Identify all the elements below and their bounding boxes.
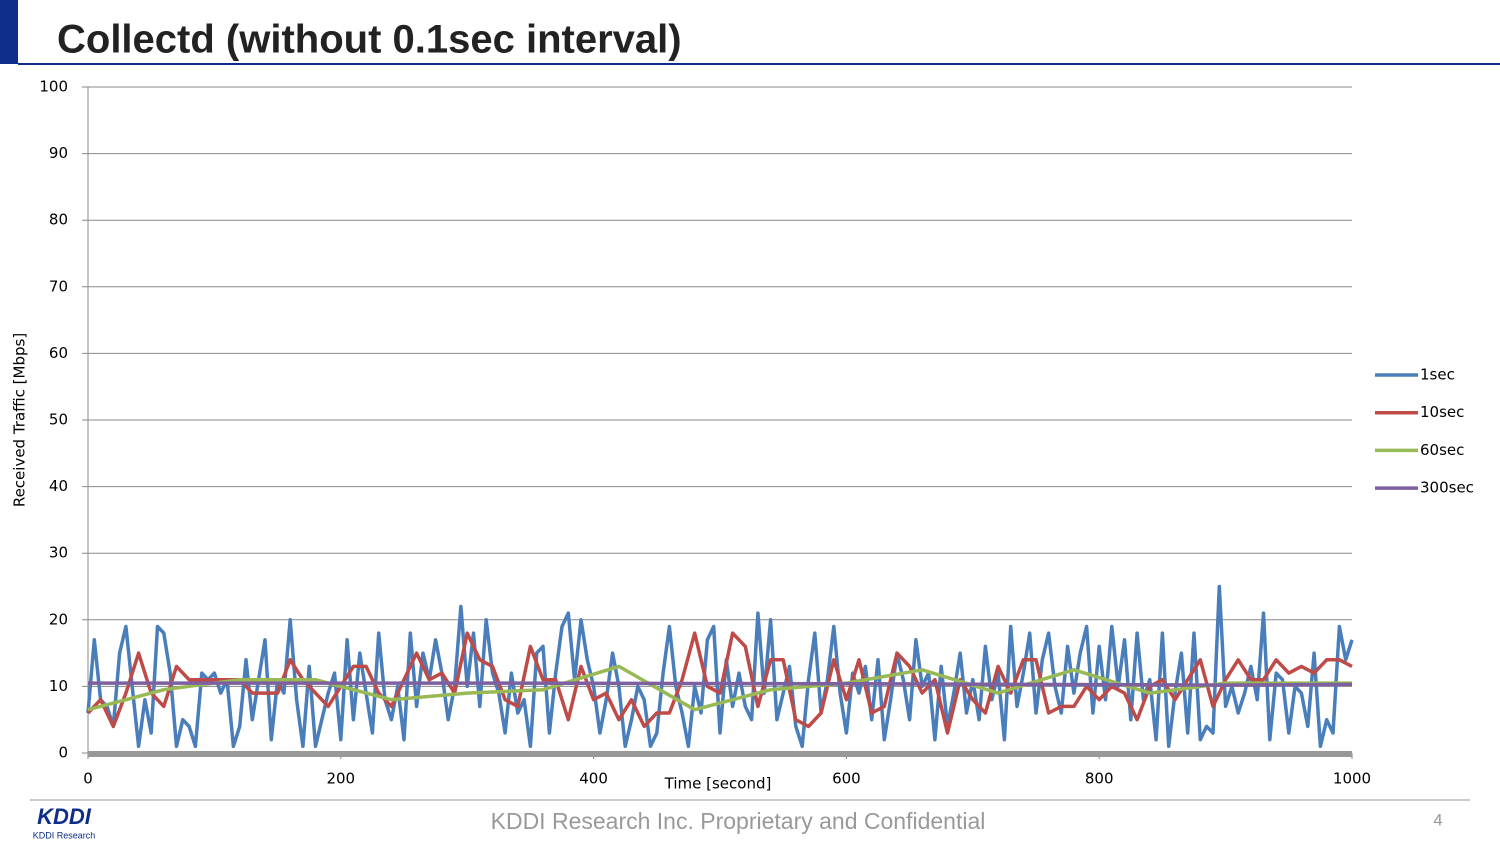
y-axis-label: Received Traffic [Mbps] xyxy=(11,333,29,507)
x-tick-label: 1000 xyxy=(1333,770,1371,788)
y-tick-label: 50 xyxy=(49,411,68,429)
series-line xyxy=(88,681,1353,687)
title-bar xyxy=(0,0,18,64)
legend-label: 60sec xyxy=(1420,441,1464,459)
series-line xyxy=(87,664,1352,712)
y-tick-label: 10 xyxy=(49,677,68,695)
logo-sub: KDDI Research xyxy=(33,830,96,840)
y-tick-label: 30 xyxy=(49,544,68,562)
y-tick-label: 90 xyxy=(49,144,68,162)
y-tick-label: 100 xyxy=(39,78,68,96)
x-tick-label: 0 xyxy=(83,770,93,788)
y-tick-label: 40 xyxy=(49,477,68,495)
x-axis-label: Time [second] xyxy=(664,775,772,793)
x-tick-label: 800 xyxy=(1085,770,1114,788)
legend-label: 10sec xyxy=(1420,403,1464,421)
slide-title: Collectd (without 0.1sec interval) xyxy=(57,18,682,62)
footer-text: KDDI Research Inc. Proprietary and Confi… xyxy=(491,808,986,834)
x-tick-label: 200 xyxy=(326,770,355,788)
y-tick-label: 80 xyxy=(49,211,68,229)
series-line xyxy=(86,631,1353,735)
x-tick-label: 400 xyxy=(579,770,608,788)
page-number: 4 xyxy=(1433,810,1442,829)
legend-label: 300sec xyxy=(1420,479,1474,497)
y-tick-label: 20 xyxy=(49,610,68,628)
x-tick-label: 600 xyxy=(832,770,861,788)
y-tick-label: 60 xyxy=(49,344,68,362)
y-tick-label: 0 xyxy=(58,744,68,762)
logo: KDDI xyxy=(37,804,92,829)
y-tick-label: 70 xyxy=(49,277,68,295)
series-line xyxy=(86,584,1354,749)
legend-label: 1sec xyxy=(1420,366,1455,384)
